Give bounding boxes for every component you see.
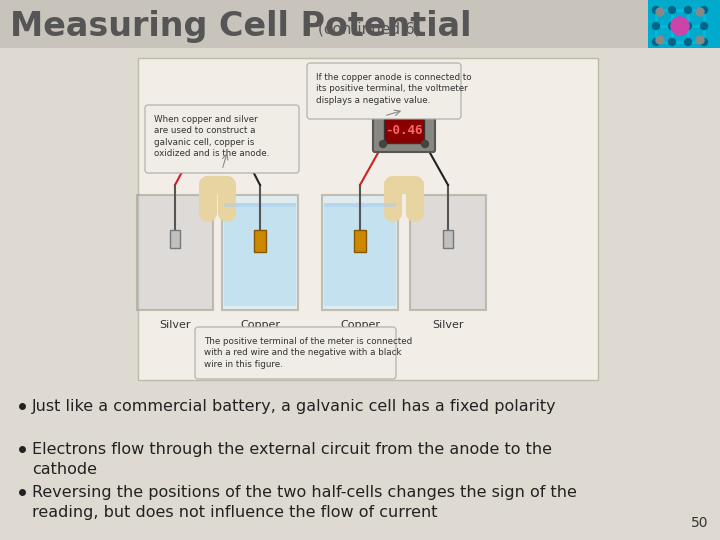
Text: If the copper anode is connected to
its positive terminal, the voltmeter
display: If the copper anode is connected to its … <box>316 73 472 105</box>
Circle shape <box>668 23 675 30</box>
FancyBboxPatch shape <box>224 203 296 306</box>
Text: When copper and silver
are used to construct a
galvanic cell, copper is
oxidized: When copper and silver are used to const… <box>154 115 269 158</box>
FancyBboxPatch shape <box>254 230 266 252</box>
FancyBboxPatch shape <box>322 195 398 310</box>
FancyBboxPatch shape <box>145 105 299 173</box>
Text: -0.46: -0.46 <box>385 125 423 138</box>
FancyBboxPatch shape <box>384 117 424 143</box>
Circle shape <box>652 23 660 30</box>
FancyBboxPatch shape <box>648 0 720 48</box>
Circle shape <box>421 140 428 147</box>
Circle shape <box>685 6 691 14</box>
Text: Silver: Silver <box>159 320 191 330</box>
Circle shape <box>685 38 691 45</box>
FancyBboxPatch shape <box>324 203 396 207</box>
Text: Measuring Cell Potential: Measuring Cell Potential <box>10 10 472 43</box>
FancyBboxPatch shape <box>410 195 486 310</box>
Text: Copper: Copper <box>340 320 380 330</box>
FancyBboxPatch shape <box>307 63 461 119</box>
Text: 0.46: 0.46 <box>203 125 233 138</box>
Circle shape <box>685 23 691 30</box>
FancyBboxPatch shape <box>138 58 598 380</box>
Text: Reversing the positions of the two half-cells changes the sign of the
reading, b: Reversing the positions of the two half-… <box>32 485 577 520</box>
FancyBboxPatch shape <box>0 0 720 48</box>
Circle shape <box>656 8 664 16</box>
FancyBboxPatch shape <box>354 230 366 252</box>
FancyBboxPatch shape <box>224 203 296 207</box>
FancyBboxPatch shape <box>137 195 213 310</box>
FancyBboxPatch shape <box>443 230 453 247</box>
Circle shape <box>701 38 708 45</box>
Text: Copper: Copper <box>240 320 280 330</box>
Circle shape <box>652 38 660 45</box>
Text: Silver: Silver <box>432 320 464 330</box>
Circle shape <box>235 140 243 147</box>
Text: (continued 6): (continued 6) <box>318 21 420 36</box>
FancyBboxPatch shape <box>187 108 249 152</box>
Circle shape <box>379 140 387 147</box>
Circle shape <box>696 8 704 16</box>
FancyBboxPatch shape <box>195 327 396 379</box>
FancyBboxPatch shape <box>324 203 396 306</box>
Text: Electrons flow through the external circuit from the anode to the
cathode: Electrons flow through the external circ… <box>32 442 552 477</box>
Circle shape <box>656 36 664 44</box>
FancyBboxPatch shape <box>0 48 720 540</box>
Circle shape <box>671 17 689 35</box>
Circle shape <box>194 140 200 147</box>
Circle shape <box>701 6 708 14</box>
Circle shape <box>701 23 708 30</box>
Circle shape <box>696 36 704 44</box>
FancyBboxPatch shape <box>222 195 298 310</box>
Circle shape <box>668 6 675 14</box>
FancyBboxPatch shape <box>170 230 180 247</box>
Text: The positive terminal of the meter is connected
with a red wire and the negative: The positive terminal of the meter is co… <box>204 337 413 369</box>
Circle shape <box>668 38 675 45</box>
Circle shape <box>652 6 660 14</box>
FancyBboxPatch shape <box>373 108 435 152</box>
FancyBboxPatch shape <box>198 117 238 143</box>
Text: Just like a commercial battery, a galvanic cell has a fixed polarity: Just like a commercial battery, a galvan… <box>32 399 557 414</box>
Text: 50: 50 <box>690 516 708 530</box>
